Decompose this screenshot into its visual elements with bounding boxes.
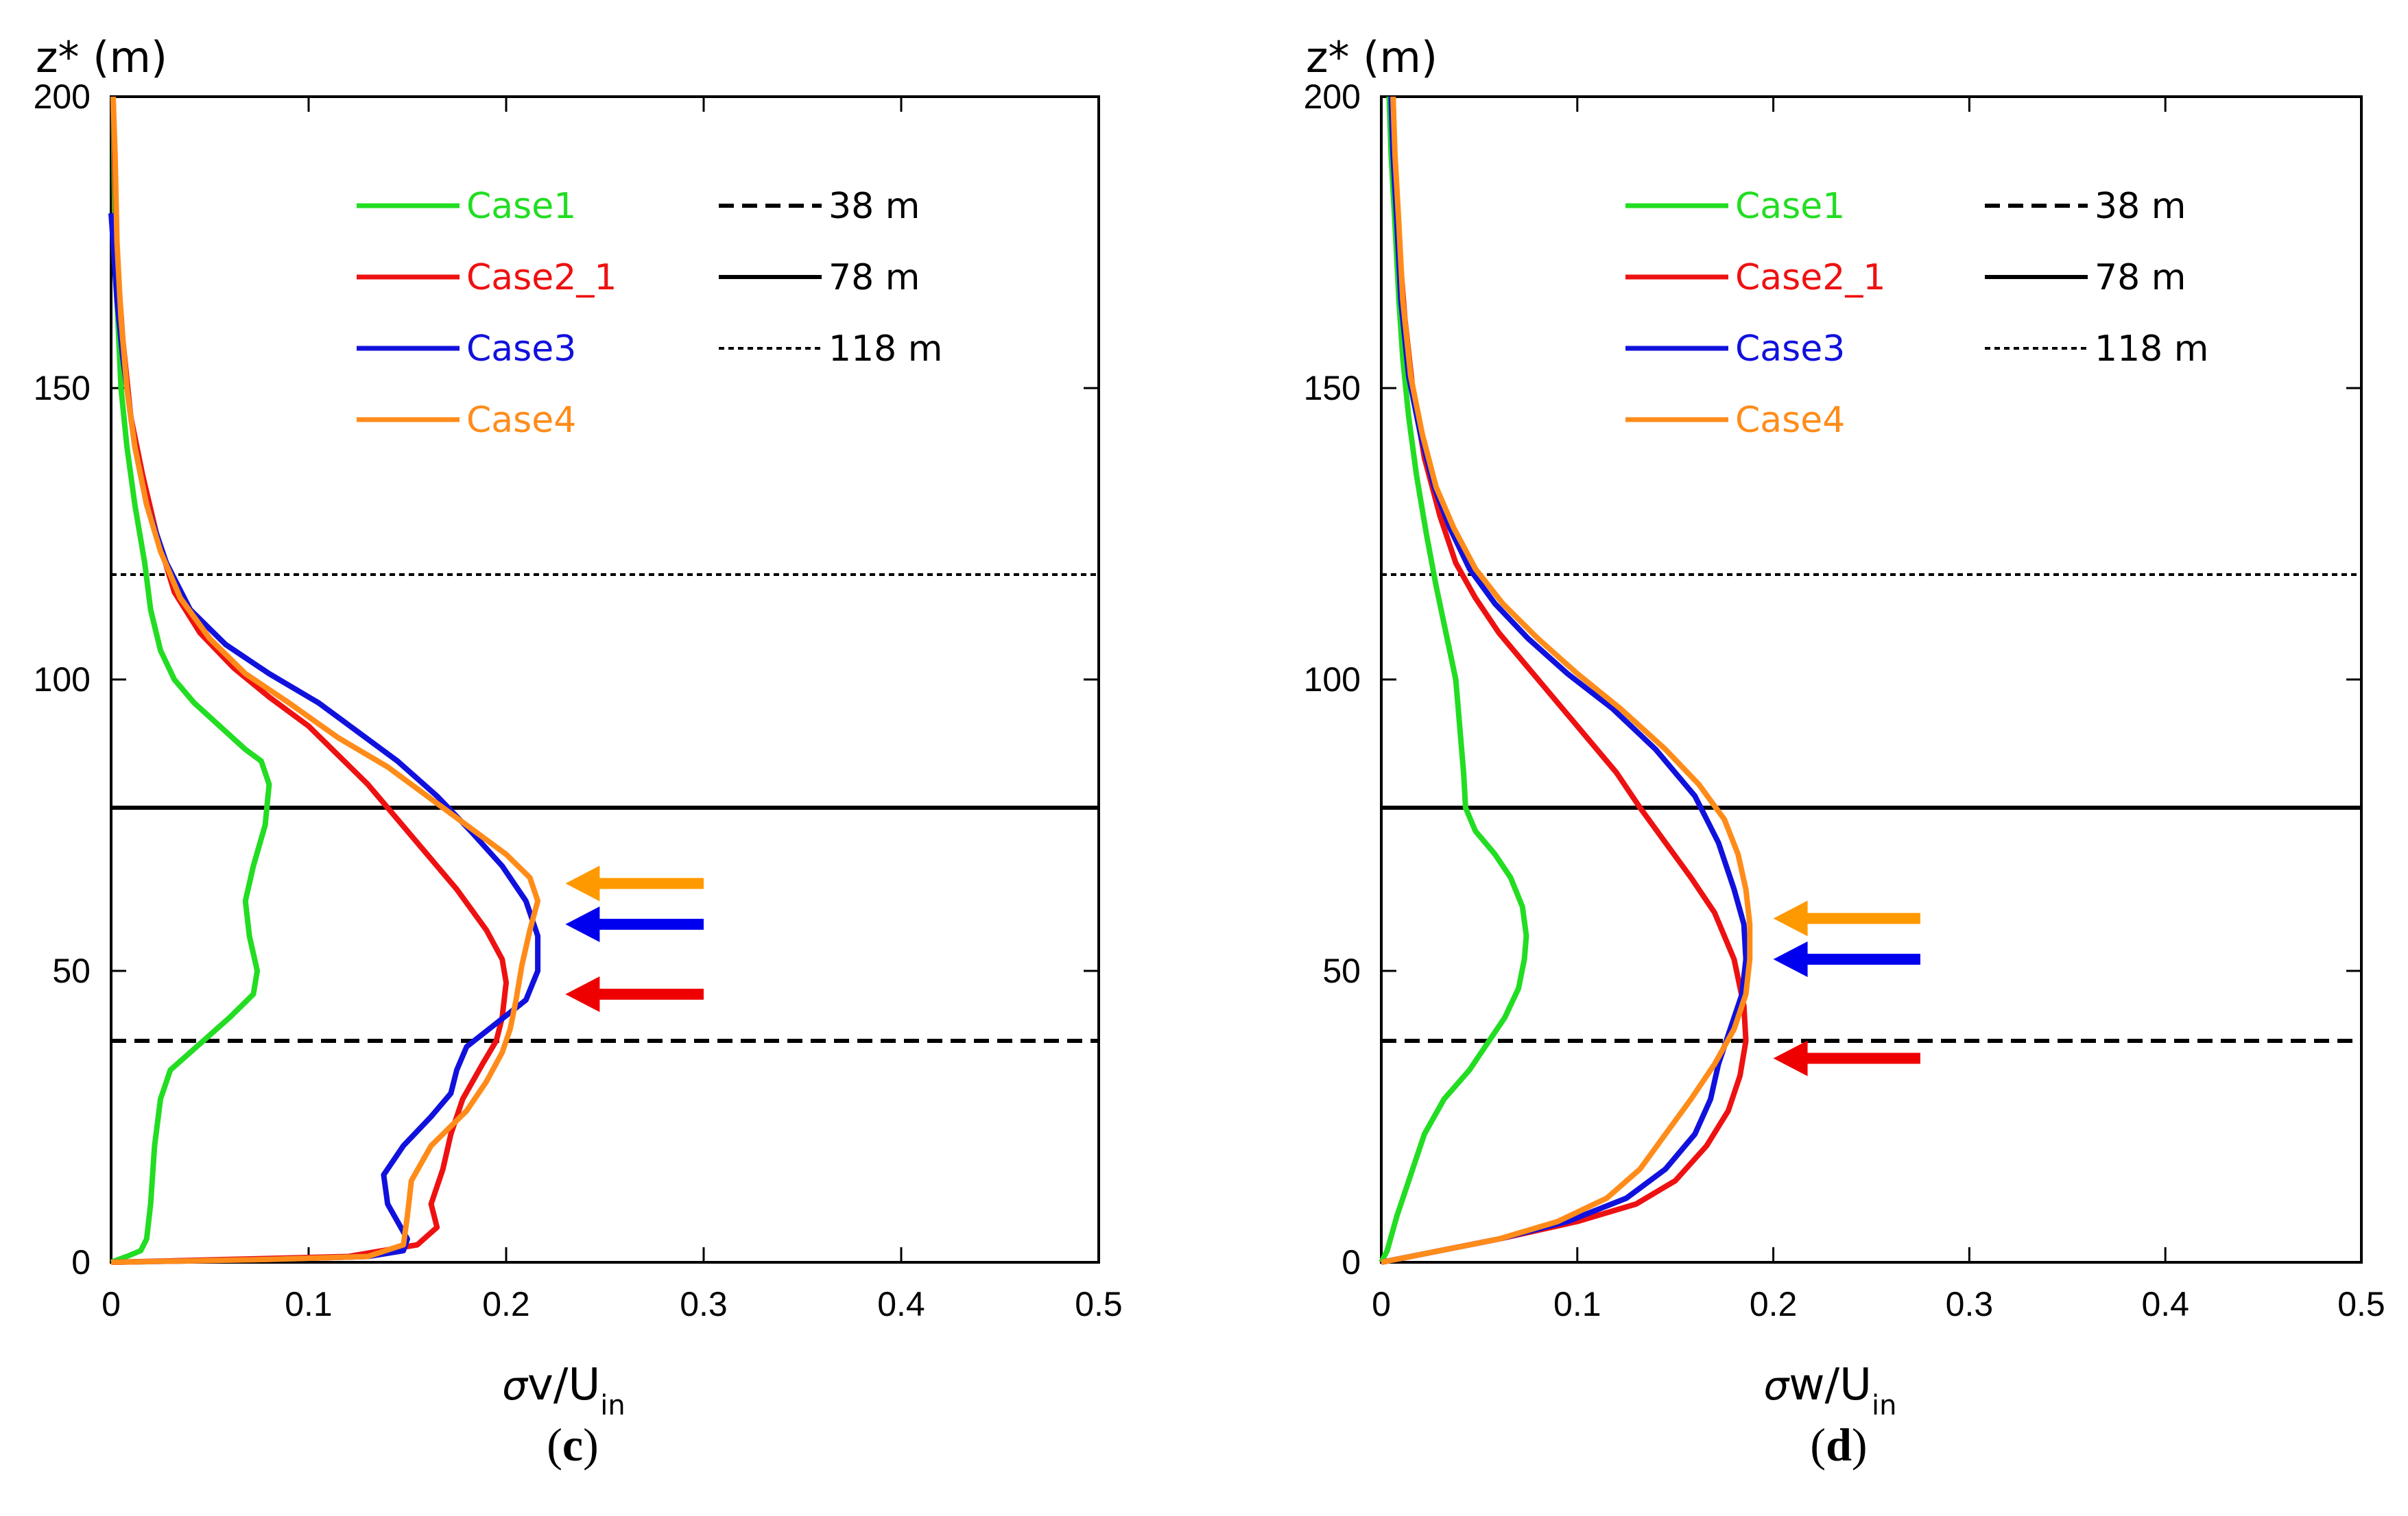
x-tick-label: 0.1 — [1553, 1285, 1601, 1323]
series-line-Case4 — [110, 96, 541, 1265]
legend-label-38m: 38 m — [829, 186, 920, 227]
legend-label-38m: 38 m — [2095, 186, 2186, 227]
y-tick-label: 100 — [34, 660, 91, 699]
x-tick-label: 0.4 — [2141, 1285, 2189, 1323]
legend-label-Case2_1: Case2_1 — [466, 257, 617, 298]
y-tick-label: 100 — [1304, 660, 1361, 699]
y-tick-label: 50 — [1322, 952, 1361, 990]
y-tick-label: 0 — [71, 1243, 91, 1282]
x-tick-label: 0 — [1372, 1285, 1391, 1323]
legend-label-118m: 118 m — [2095, 328, 2208, 370]
y-axis-label: z* (m) — [36, 32, 167, 82]
x-tick-label: 0.2 — [1750, 1285, 1798, 1323]
x-axis-label: σw/Uin — [1764, 1360, 1897, 1421]
legend-label-118m: 118 m — [829, 328, 942, 370]
x-axis-label: σv/Uin — [502, 1360, 625, 1421]
legend-label-Case1: Case1 — [466, 186, 576, 227]
peak-arrow-head — [565, 976, 600, 1012]
series-line-Case2_1 — [1381, 96, 1749, 1265]
legend-label-Case2_1: Case2_1 — [1735, 257, 1885, 298]
series-line-Case1 — [1379, 96, 1529, 1264]
series-line-Case1 — [110, 96, 272, 1265]
legend-label-78m: 78 m — [829, 257, 920, 298]
x-tick-label: 0 — [102, 1285, 121, 1323]
panel-label: (c) — [547, 1419, 599, 1471]
series-line-Case4 — [1381, 96, 1753, 1265]
series-line-Case3 — [1381, 96, 1749, 1265]
peak-arrow-head — [1773, 1040, 1808, 1076]
y-tick-label: 150 — [34, 369, 91, 407]
peak-arrow-head — [565, 865, 600, 902]
y-tick-label: 50 — [52, 952, 91, 990]
y-tick-label: 200 — [34, 77, 91, 116]
legend-label-Case3: Case3 — [1735, 328, 1845, 370]
x-tick-label: 0.3 — [1946, 1285, 1994, 1323]
legend-label-Case1: Case1 — [1735, 186, 1845, 227]
legend-label-78m: 78 m — [2095, 257, 2186, 298]
x-tick-label: 0.5 — [2337, 1285, 2385, 1323]
legend-label-Case4: Case4 — [466, 400, 576, 441]
y-tick-label: 200 — [1304, 77, 1361, 116]
peak-arrow-head — [1773, 900, 1808, 937]
y-axis-label: z* (m) — [1306, 32, 1438, 82]
x-tick-label: 0.3 — [680, 1285, 728, 1323]
x-tick-label: 0.2 — [482, 1285, 530, 1323]
y-tick-label: 0 — [1342, 1243, 1361, 1282]
x-tick-label: 0.4 — [877, 1285, 925, 1323]
x-tick-label: 0.1 — [285, 1285, 333, 1323]
legend-label-Case3: Case3 — [466, 328, 576, 370]
x-tick-label: 0.5 — [1075, 1285, 1123, 1323]
panel-label: (d) — [1810, 1419, 1867, 1471]
peak-arrow-head — [1773, 941, 1808, 977]
legend-label-Case4: Case4 — [1735, 400, 1845, 441]
series-line-Case2_1 — [110, 96, 509, 1265]
y-tick-label: 150 — [1304, 369, 1361, 407]
peak-arrow-head — [565, 906, 600, 942]
